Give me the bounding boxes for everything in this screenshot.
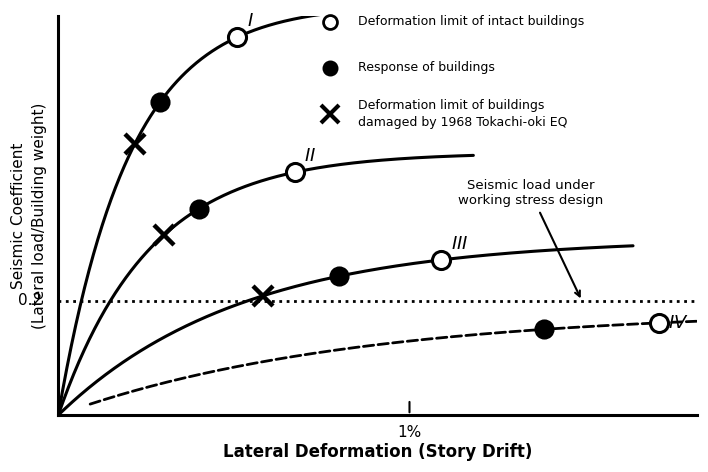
Text: 1%: 1% <box>397 425 421 440</box>
Text: Seismic load under
working stress design: Seismic load under working stress design <box>458 179 603 296</box>
Text: Response of buildings: Response of buildings <box>358 61 496 74</box>
Text: $\mathit{III}$: $\mathit{III}$ <box>451 235 469 253</box>
Text: $\mathit{IV}$: $\mathit{IV}$ <box>668 314 689 332</box>
Text: $\mathit{II}$: $\mathit{II}$ <box>304 147 316 166</box>
Text: Deformation limit of buildings
damaged by 1968 Tokachi-oki EQ: Deformation limit of buildings damaged b… <box>358 99 568 128</box>
Text: 0.2: 0.2 <box>18 294 42 309</box>
Y-axis label: Seismic Coefficient
(Lateral load/Building weight): Seismic Coefficient (Lateral load/Buildi… <box>11 102 47 329</box>
X-axis label: Lateral Deformation (Story Drift): Lateral Deformation (Story Drift) <box>223 443 532 461</box>
Text: $\mathit{I}$: $\mathit{I}$ <box>246 12 253 31</box>
Text: Deformation limit of intact buildings: Deformation limit of intact buildings <box>358 15 585 28</box>
